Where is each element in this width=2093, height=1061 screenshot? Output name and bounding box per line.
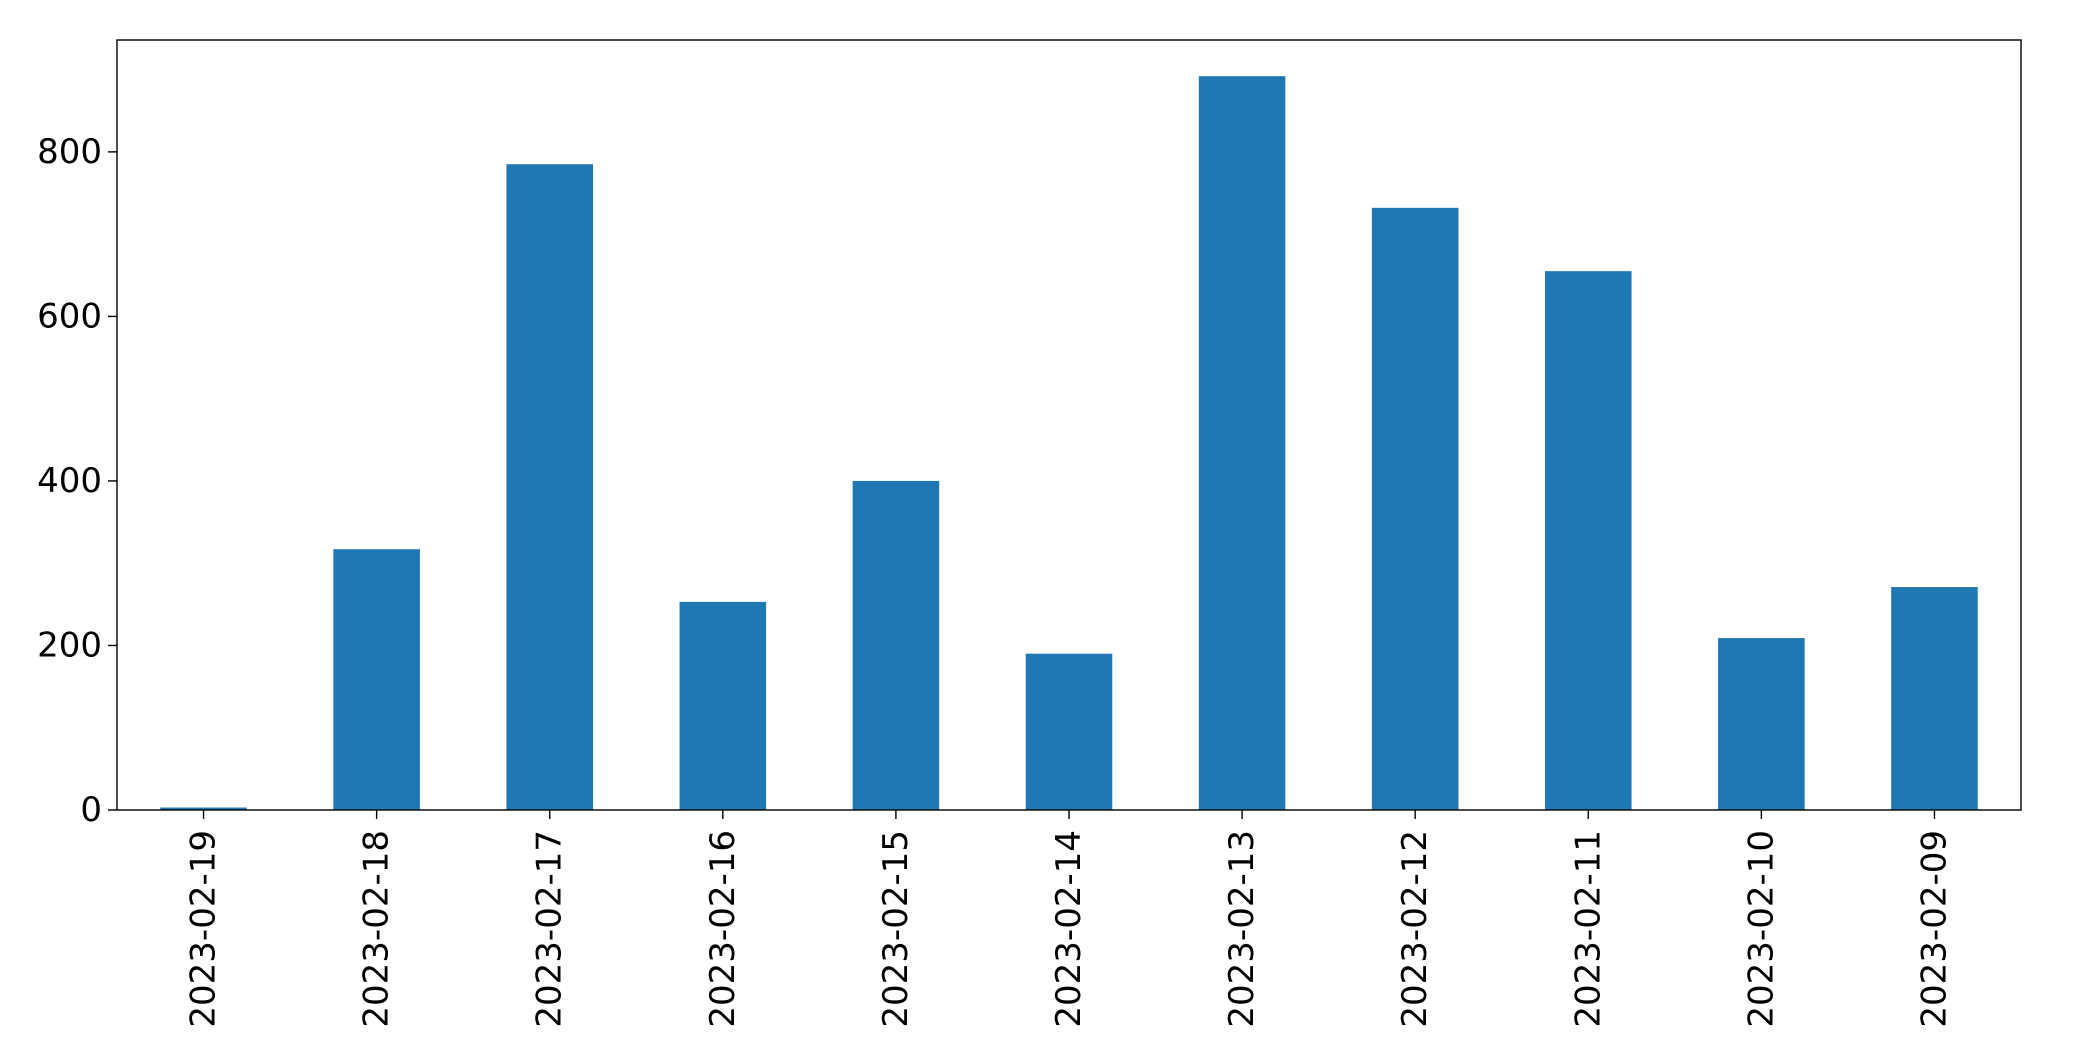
y-tick-label: 400 xyxy=(37,461,102,501)
x-tick-label: 2023-02-09 xyxy=(1914,830,1954,1028)
y-tick-label: 0 xyxy=(80,790,102,830)
bar-2023-02-13 xyxy=(1198,76,1286,810)
bar-2023-02-16 xyxy=(679,601,767,810)
y-tick-label: 800 xyxy=(37,132,102,172)
bar-2023-02-18 xyxy=(333,549,420,810)
x-tick-label: 2023-02-11 xyxy=(1568,830,1608,1028)
y-tick-label: 200 xyxy=(37,625,102,665)
x-tick-label: 2023-02-18 xyxy=(357,830,397,1028)
x-tick-label: 2023-02-19 xyxy=(184,830,224,1028)
bar-2023-02-17 xyxy=(506,164,593,810)
plot-frame xyxy=(116,39,2022,811)
y-tick-label: 600 xyxy=(37,296,102,336)
x-tick-label: 2023-02-12 xyxy=(1395,830,1435,1028)
bars-layer xyxy=(160,76,1978,811)
bar-2023-02-19 xyxy=(160,807,247,810)
x-tick-label: 2023-02-15 xyxy=(876,830,916,1028)
bar-2023-02-11 xyxy=(1545,271,1632,810)
bar-2023-02-10 xyxy=(1718,638,1805,810)
x-tick-label: 2023-02-16 xyxy=(703,830,743,1028)
x-axis: 2023-02-19 2023-02-18 2023-02-17 2023-02-16… xyxy=(184,810,1954,1028)
bar-2023-02-14 xyxy=(1025,653,1113,810)
x-tick-label: 2023-02-14 xyxy=(1049,830,1089,1028)
bar-2023-02-09 xyxy=(1891,587,1978,810)
x-tick-label: 2023-02-17 xyxy=(530,830,570,1028)
x-tick-label: 2023-02-10 xyxy=(1741,830,1781,1028)
bar-2023-02-12 xyxy=(1371,207,1459,811)
bar-2023-02-15 xyxy=(852,480,940,810)
y-axis: 0 200 400 600 800 xyxy=(37,132,117,830)
x-tick-label: 2023-02-13 xyxy=(1222,830,1262,1028)
